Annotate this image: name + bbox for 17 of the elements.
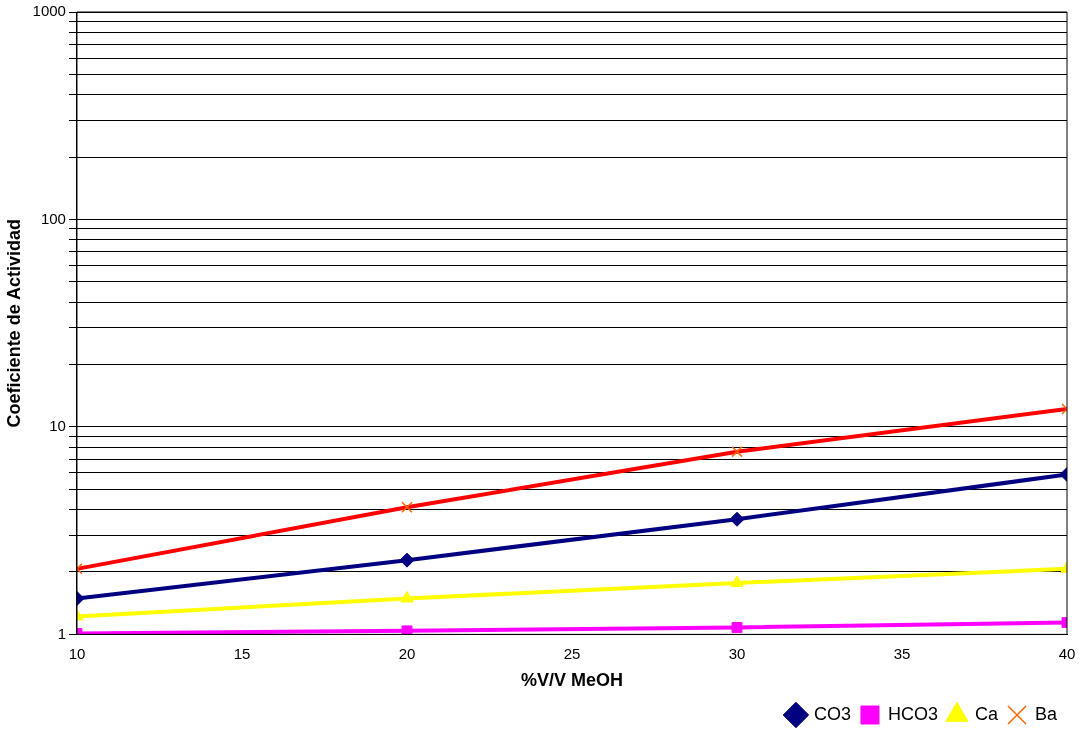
- x-tick-label: 30: [728, 644, 746, 662]
- legend-label: HCO3: [887, 703, 938, 724]
- x-tick-label: 10: [68, 644, 86, 662]
- x-tick-label: 40: [1058, 644, 1076, 662]
- x-tick-label: 35: [893, 644, 911, 662]
- y-tick-label: 1000: [32, 2, 66, 20]
- x-axis-title: %V/V MeOH: [520, 670, 623, 691]
- legend-label: Ba: [1034, 703, 1058, 724]
- y-tick-label: 100: [40, 209, 66, 227]
- y-tick-label: 1: [57, 624, 66, 642]
- legend-label: Ca: [974, 703, 999, 724]
- y-axis-title: Coeficiente de Actividad: [3, 219, 24, 428]
- legend-label: CO3: [813, 703, 851, 724]
- x-tick-label: 20: [398, 644, 416, 662]
- x-tick-label: 15: [233, 644, 251, 662]
- y-tick-label: 10: [49, 417, 66, 435]
- x-tick-label: 25: [563, 644, 581, 662]
